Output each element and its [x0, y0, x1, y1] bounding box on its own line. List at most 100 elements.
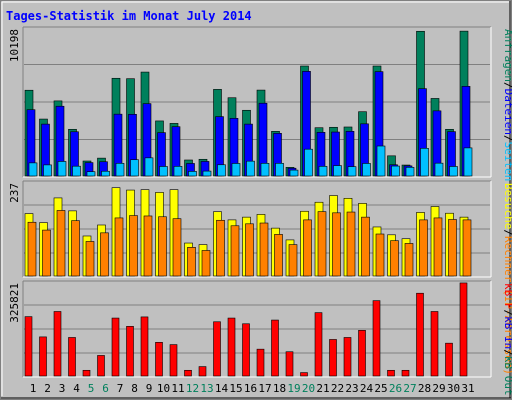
bar-kb-f — [329, 339, 337, 377]
bar-kb-f — [184, 369, 192, 377]
bar-seiten — [434, 162, 444, 177]
bar-seiten — [275, 163, 284, 177]
legend-entry: Rechner (IP-Adressen) — [502, 236, 512, 375]
bar-rechner — [245, 223, 254, 277]
bar-kb-f — [140, 316, 149, 377]
bar-rechner — [129, 215, 138, 277]
legend: kB F/kB In/kB Out — [502, 283, 512, 396]
bar-rechner — [201, 250, 211, 277]
bar-kb-f — [285, 351, 294, 377]
bar-kb-f — [300, 372, 308, 377]
x-tick-label: 23 — [345, 382, 358, 395]
x-tick-label: 7 — [117, 382, 124, 395]
bar-seiten — [101, 170, 110, 177]
x-tick-label: 28 — [418, 382, 431, 395]
x-tick-label: 11 — [171, 382, 184, 395]
legend-entry: / — [502, 349, 512, 356]
bar-rechner — [317, 211, 327, 277]
x-tick-label: 21 — [316, 382, 329, 395]
bar-kb-f — [213, 321, 221, 377]
x-tick-label: 3 — [59, 382, 66, 395]
y-tick-label: 237 — [8, 183, 21, 203]
bar-rechner — [143, 215, 153, 277]
bar-kb-f — [401, 369, 410, 377]
bar-seiten — [130, 159, 139, 177]
bar-seiten — [28, 162, 38, 177]
bar-seiten — [318, 166, 328, 177]
x-tick-label: 31 — [461, 382, 474, 395]
bar-kb-f — [82, 369, 91, 377]
bar-rechner — [332, 212, 341, 277]
x-tick-label: 16 — [244, 382, 257, 395]
bar-rechner — [433, 217, 443, 277]
bar-kb-f — [169, 344, 178, 377]
bar-kb-f — [416, 292, 424, 377]
bar-kb-f — [271, 319, 279, 377]
legend-entry: kB In — [502, 316, 512, 349]
bar-kb-f — [242, 323, 250, 377]
bar-rechner — [404, 243, 414, 277]
bar-seiten — [188, 171, 197, 177]
x-tick-label: 20 — [302, 382, 315, 395]
bar-seiten — [362, 163, 371, 177]
x-tick-label: 5 — [88, 382, 95, 395]
x-tick-label: 30 — [447, 382, 460, 395]
legend-entry: Anfragen — [502, 29, 512, 82]
legend: Anfragen/Dateien/Seiten — [502, 29, 512, 181]
bar-rechner — [42, 229, 51, 277]
x-tick-label: 2 — [44, 382, 51, 395]
bar-kb-f — [343, 337, 352, 377]
legend-entry: / — [502, 310, 512, 317]
legend: Besuche/Rechner (IP-Adressen) — [502, 183, 512, 375]
legend-entry: Dateien — [502, 89, 512, 135]
bar-kb-f — [97, 355, 105, 377]
bar-seiten — [449, 166, 458, 177]
bar-seiten — [333, 165, 342, 177]
bar-rechner — [375, 233, 385, 277]
x-tick-label: 17 — [258, 382, 271, 395]
bar-seiten — [159, 166, 168, 177]
bar-rechner — [390, 240, 399, 277]
legend-entry: Besuche — [502, 183, 512, 229]
bar-seiten — [463, 147, 473, 177]
x-tick-label: 18 — [273, 382, 286, 395]
x-tick-label: 27 — [403, 382, 416, 395]
bar-seiten — [260, 163, 270, 177]
bar-seiten — [420, 148, 429, 177]
legend-entry: / — [502, 229, 512, 236]
bar-rechner — [448, 219, 457, 277]
legend-entry: kB Out — [502, 356, 512, 396]
chart-title: Tages-Statistik im Monat July 2014 — [6, 9, 252, 23]
bar-seiten — [86, 171, 96, 177]
bar-rechner — [27, 221, 37, 277]
x-tick-label: 12 — [186, 382, 199, 395]
x-tick-label: 13 — [200, 382, 213, 395]
bar-rechner — [187, 247, 196, 277]
bar-seiten — [376, 145, 386, 177]
bar-seiten — [72, 165, 81, 177]
x-tick-label: 24 — [360, 382, 374, 395]
bar-kb-f — [387, 369, 395, 377]
bar-kb-f — [358, 330, 366, 377]
bar-seiten — [202, 170, 212, 177]
bar-rechner — [288, 244, 298, 277]
bar-rechner — [462, 219, 472, 277]
bar-rechner — [172, 218, 182, 277]
bar-kb-f — [126, 326, 134, 377]
bar-kb-f — [68, 337, 76, 377]
bar-kb-f — [39, 336, 47, 377]
x-tick-label: 15 — [229, 382, 242, 395]
bar-kb-f — [53, 311, 62, 377]
bar-kb-f — [430, 311, 439, 377]
bar-rechner — [100, 232, 109, 277]
legend-entry: / — [502, 135, 512, 142]
bar-kb-f — [314, 312, 323, 377]
bar-rechner — [346, 211, 356, 277]
x-tick-label: 26 — [389, 382, 402, 395]
legend-entry: / — [502, 82, 512, 89]
bar-seiten — [289, 169, 299, 177]
bar-seiten — [115, 163, 125, 177]
